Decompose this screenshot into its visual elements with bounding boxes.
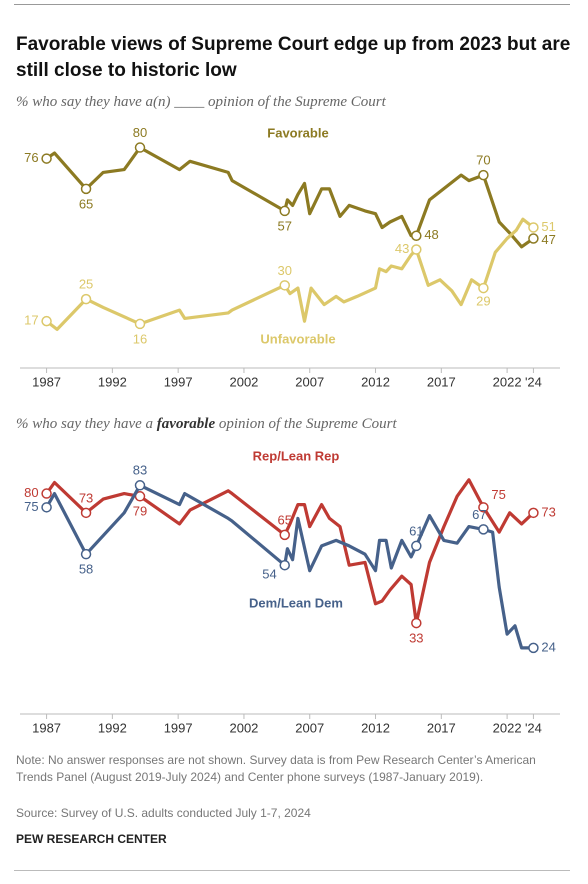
x-tick-label: 2012 — [361, 374, 390, 389]
point-marker — [411, 230, 422, 241]
data-label: 43 — [395, 241, 409, 256]
x-tick-label: 1987 — [32, 374, 61, 389]
top-rule — [14, 4, 570, 5]
point-marker — [80, 293, 92, 305]
data-label: 57 — [278, 218, 292, 233]
point-marker — [528, 642, 539, 654]
x-tick-label: 2007 — [295, 720, 324, 735]
data-label: 25 — [79, 277, 93, 292]
x-tick-label: 2017 — [427, 720, 456, 735]
point-marker — [528, 233, 539, 244]
data-label: 70 — [476, 153, 490, 168]
x-tick-label: '24 — [525, 374, 542, 389]
data-label: 29 — [476, 294, 490, 309]
data-label: 73 — [79, 490, 93, 505]
subtitle: % who say they have a favorable opinion … — [16, 416, 397, 432]
series-line — [45, 217, 535, 331]
series-label: Rep/Lean Rep — [253, 448, 340, 463]
data-label: 16 — [133, 331, 147, 346]
x-tick-label: 2007 — [295, 374, 324, 389]
data-label: 80 — [133, 125, 147, 140]
point-marker — [411, 540, 422, 552]
x-tick-label: 2022 — [493, 374, 522, 389]
data-label: 73 — [541, 504, 555, 519]
point-marker — [478, 169, 489, 181]
point-marker — [478, 282, 489, 294]
series-label: Dem/Lean Dem — [249, 595, 343, 610]
x-tick-label: 1997 — [164, 720, 193, 735]
point-marker — [478, 502, 489, 513]
data-label: 48 — [424, 227, 438, 242]
x-tick-label: 2017 — [427, 374, 456, 389]
data-label: 54 — [262, 567, 276, 582]
data-label: 65 — [278, 512, 292, 527]
subtitle-part: % who say they have a — [16, 416, 157, 432]
point-marker — [80, 183, 92, 195]
point-marker — [41, 488, 52, 499]
note: Note: No answer responses are not shown.… — [16, 753, 536, 784]
point-marker — [134, 318, 146, 330]
data-label: 76 — [24, 150, 38, 165]
subtitle-part: % who say they have a(n) ____ opinion of… — [16, 94, 387, 110]
x-tick-label: 2012 — [361, 720, 390, 735]
x-tick-label: '24 — [525, 720, 542, 735]
x-tick-label: 2022 — [493, 720, 522, 735]
point-marker — [411, 617, 422, 629]
x-tick-label: 2002 — [229, 720, 258, 735]
point-marker — [134, 480, 146, 491]
data-label: 65 — [79, 196, 93, 211]
subtitle: % who say they have a(n) ____ opinion of… — [16, 94, 387, 110]
x-tick-label: 1992 — [98, 720, 127, 735]
data-label: 75 — [491, 487, 505, 502]
series-line — [45, 483, 534, 650]
point-marker — [528, 222, 539, 233]
data-label: 58 — [79, 562, 93, 577]
bottom-rule — [14, 870, 570, 871]
point-marker — [279, 559, 290, 571]
point-marker — [134, 142, 146, 153]
footer: PEW RESEARCH CENTER — [16, 832, 167, 846]
point-marker — [279, 529, 290, 541]
data-label: 79 — [133, 504, 147, 519]
data-label: 17 — [24, 313, 38, 328]
point-marker — [80, 548, 92, 560]
data-label: 80 — [24, 485, 38, 500]
data-label: 47 — [541, 232, 555, 247]
x-tick-label: 2002 — [229, 374, 258, 389]
data-label: 67 — [472, 507, 486, 522]
x-tick-label: 1997 — [164, 374, 193, 389]
data-label: 51 — [541, 219, 555, 234]
x-tick-label: 1992 — [98, 374, 127, 389]
data-label: 83 — [133, 463, 147, 478]
series-label: Unfavorable — [260, 331, 335, 346]
point-marker — [80, 507, 92, 519]
point-marker — [41, 315, 52, 327]
charts: % who say they have a(n) ____ opinion of… — [16, 94, 560, 735]
series-line — [45, 146, 535, 249]
data-label: 61 — [409, 523, 423, 538]
data-label: 33 — [409, 631, 423, 646]
point-marker — [411, 244, 422, 255]
series-line — [45, 478, 535, 625]
title: Favorable views of Supreme Court edge up… — [16, 34, 571, 81]
source: Source: Survey of U.S. adults conducted … — [16, 806, 311, 820]
point-marker — [279, 280, 290, 291]
point-marker — [41, 153, 52, 164]
data-label: 75 — [24, 499, 38, 514]
point-marker — [279, 205, 290, 217]
data-label: 24 — [541, 639, 555, 654]
x-tick-label: 1987 — [32, 720, 61, 735]
data-label: 30 — [278, 263, 292, 278]
point-marker — [478, 524, 489, 535]
subtitle-part: favorable — [157, 416, 216, 432]
point-marker — [41, 502, 52, 513]
series-label: Favorable — [267, 125, 328, 140]
subtitle-part: opinion of the Supreme Court — [215, 416, 397, 432]
point-marker — [528, 507, 539, 519]
